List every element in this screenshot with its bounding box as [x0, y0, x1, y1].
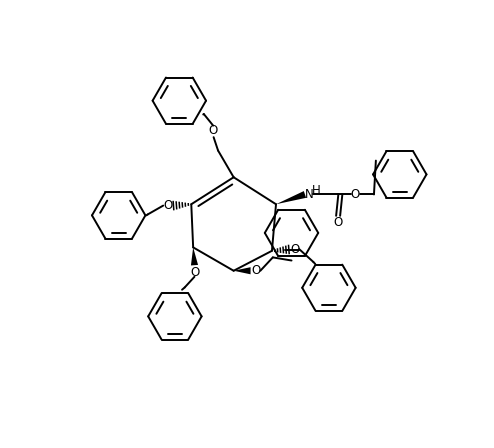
Polygon shape	[276, 191, 306, 204]
Text: N: N	[305, 188, 314, 201]
Text: O: O	[333, 216, 342, 229]
Polygon shape	[234, 267, 250, 274]
Text: H: H	[312, 185, 321, 198]
Text: O: O	[190, 266, 200, 279]
Text: O: O	[351, 188, 360, 201]
Text: O: O	[252, 264, 261, 277]
Text: O: O	[208, 124, 218, 137]
Text: O: O	[163, 199, 172, 212]
Text: O: O	[290, 242, 299, 255]
Polygon shape	[191, 247, 198, 266]
